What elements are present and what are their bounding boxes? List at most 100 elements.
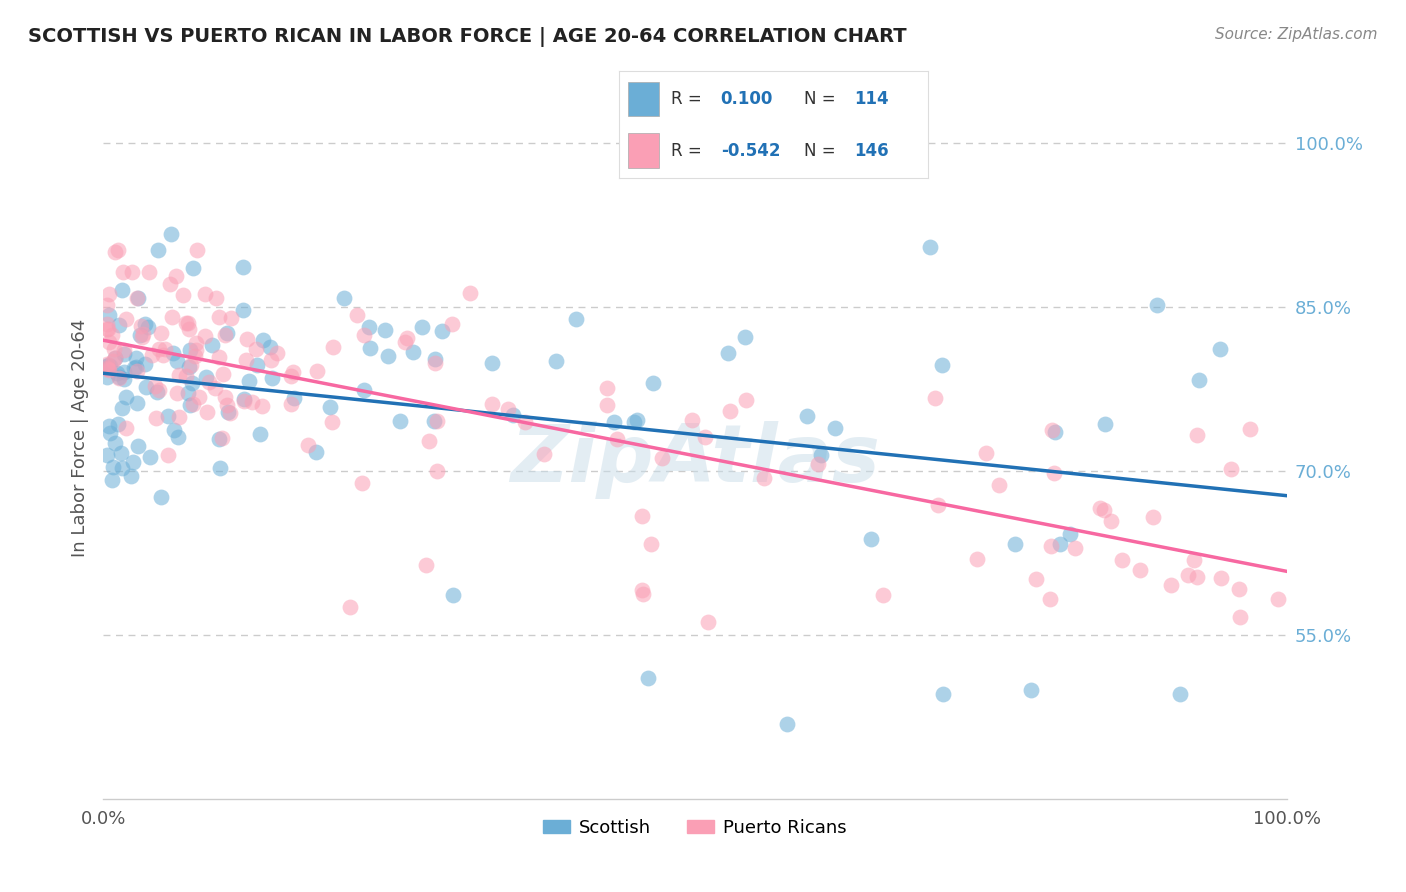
Point	[346, 308, 368, 322]
Point	[425, 464, 447, 478]
Point	[208, 461, 231, 475]
Point	[112, 265, 135, 279]
Point	[207, 310, 229, 324]
Point	[430, 324, 453, 338]
Point	[1209, 342, 1232, 356]
Point	[283, 391, 305, 405]
Point	[108, 370, 131, 384]
Point	[112, 365, 135, 379]
Text: ZipAtlas: ZipAtlas	[510, 421, 880, 499]
Point	[546, 353, 568, 368]
Point	[122, 455, 145, 469]
Point	[1185, 428, 1208, 442]
Point	[353, 383, 375, 397]
Point	[96, 370, 118, 384]
Point	[695, 429, 717, 443]
Point	[181, 260, 204, 275]
Point	[97, 363, 120, 377]
Text: 146: 146	[853, 142, 889, 160]
Point	[1094, 417, 1116, 432]
Point	[105, 366, 128, 380]
Point	[319, 401, 342, 415]
Point	[1039, 591, 1062, 606]
Point	[281, 365, 304, 379]
Point	[807, 457, 830, 471]
Point	[402, 344, 425, 359]
Point	[114, 421, 136, 435]
Point	[96, 317, 118, 331]
Point	[128, 439, 150, 453]
Point	[927, 498, 949, 512]
Point	[924, 391, 946, 405]
Point	[824, 420, 846, 434]
Point	[502, 408, 524, 422]
Point	[125, 360, 148, 375]
Point	[353, 328, 375, 343]
Point	[966, 552, 988, 566]
Point	[97, 358, 120, 372]
Point	[1239, 422, 1261, 436]
Point	[148, 342, 170, 356]
Point	[236, 333, 259, 347]
Point	[441, 588, 464, 602]
Point	[138, 450, 160, 464]
Point	[146, 244, 169, 258]
Point	[606, 432, 628, 446]
Point	[179, 360, 201, 375]
Point	[152, 348, 174, 362]
Point	[1039, 539, 1062, 553]
Point	[1099, 514, 1122, 528]
Point	[156, 409, 179, 423]
Point	[129, 319, 152, 334]
Point	[631, 583, 654, 598]
Point	[101, 473, 124, 487]
Point	[194, 329, 217, 343]
Point	[1188, 373, 1211, 387]
Point	[149, 490, 172, 504]
Point	[720, 404, 742, 418]
Point	[640, 537, 662, 551]
Point	[252, 333, 274, 347]
Point	[110, 446, 132, 460]
Point	[166, 385, 188, 400]
Point	[165, 268, 187, 283]
Point	[187, 390, 209, 404]
Point	[1063, 541, 1085, 555]
Point	[111, 461, 134, 475]
Point	[250, 399, 273, 413]
Point	[134, 358, 156, 372]
Point	[111, 283, 134, 297]
Point	[754, 471, 776, 485]
Point	[159, 277, 181, 292]
Point	[104, 351, 127, 365]
Point	[215, 326, 238, 340]
Point	[350, 476, 373, 491]
Point	[97, 287, 120, 301]
Point	[374, 323, 396, 337]
Point	[184, 349, 207, 363]
Point	[204, 381, 226, 395]
Point	[180, 376, 202, 391]
Point	[100, 425, 122, 440]
Point	[160, 310, 183, 325]
Text: 0.100: 0.100	[721, 90, 773, 108]
Point	[208, 350, 231, 364]
Point	[425, 356, 447, 370]
Point	[872, 588, 894, 602]
Point	[595, 381, 617, 395]
Point	[97, 362, 120, 376]
Point	[162, 423, 184, 437]
Text: Source: ZipAtlas.com: Source: ZipAtlas.com	[1215, 27, 1378, 42]
Point	[681, 412, 703, 426]
Point	[233, 392, 256, 406]
Point	[1049, 537, 1071, 551]
Point	[394, 335, 416, 350]
Point	[155, 342, 177, 356]
Point	[98, 308, 121, 322]
Point	[135, 380, 157, 394]
Point	[1142, 510, 1164, 524]
Point	[197, 405, 219, 419]
Text: 114: 114	[853, 90, 889, 108]
Point	[321, 415, 343, 429]
Point	[145, 384, 167, 399]
